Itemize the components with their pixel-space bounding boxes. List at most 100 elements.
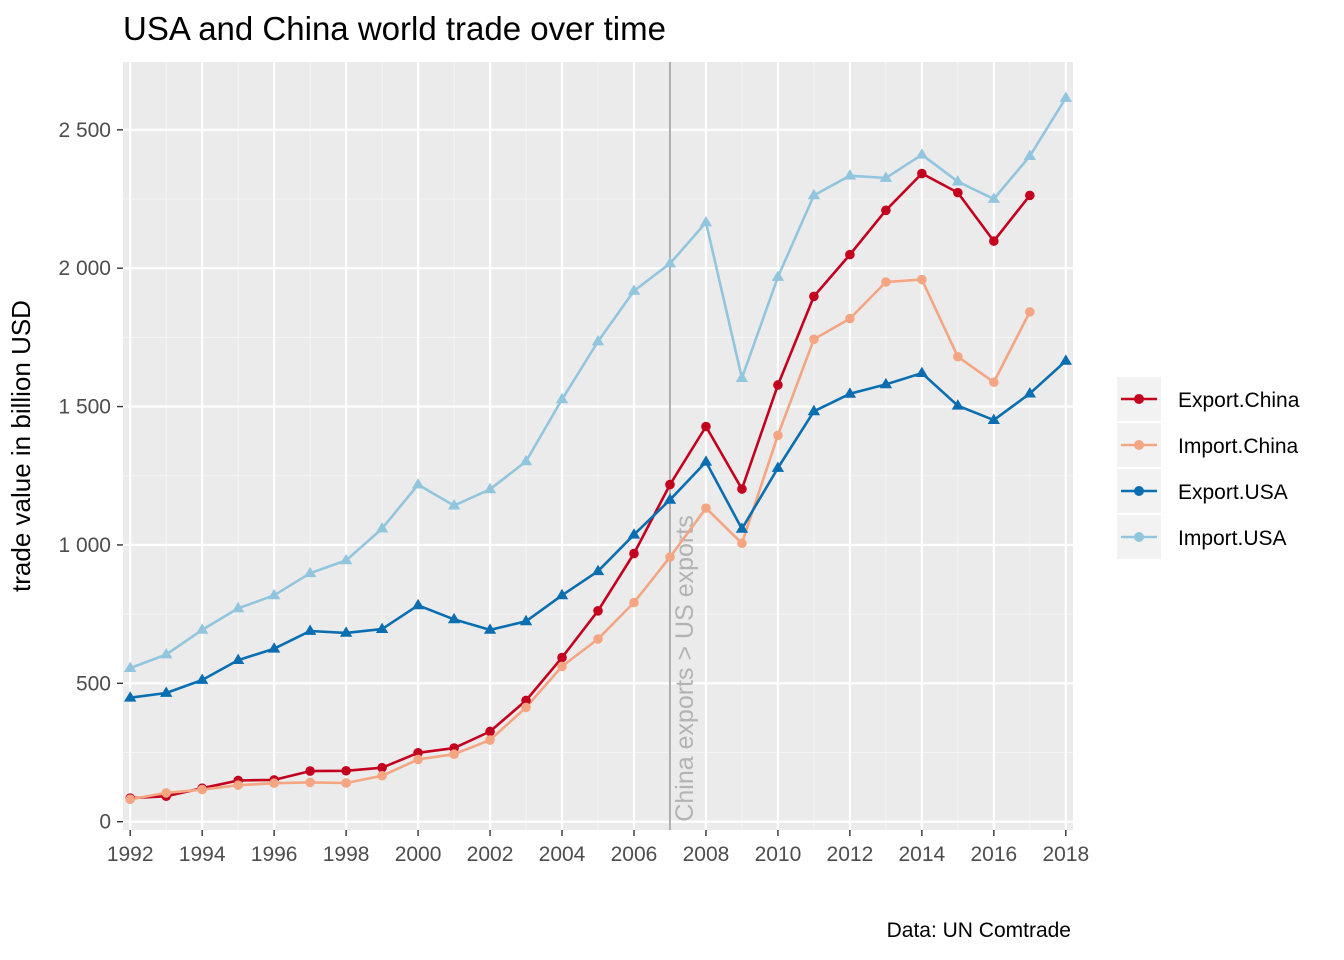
data-point — [1023, 387, 1036, 398]
data-point — [519, 454, 533, 466]
data-point — [987, 192, 1000, 203]
data-point — [555, 392, 569, 404]
data-point — [737, 484, 747, 494]
legend: Export.China Import.China Export.USA Import… — [1117, 377, 1300, 559]
data-point — [951, 175, 964, 186]
legend-key-point — [1134, 394, 1144, 404]
data-point — [989, 236, 999, 246]
data-point — [269, 778, 279, 789]
data-point — [627, 284, 641, 295]
data-point — [593, 634, 603, 644]
data-point — [268, 642, 281, 653]
data-point — [1025, 190, 1035, 201]
x-tick-label: 1992 — [107, 843, 154, 866]
x-tick-label: 2004 — [539, 843, 586, 866]
x-tick-label: 2014 — [899, 843, 946, 866]
data-point — [339, 553, 353, 565]
data-point — [125, 794, 135, 805]
data-point — [519, 614, 533, 626]
data-point — [629, 597, 639, 608]
data-point — [807, 188, 821, 200]
data-point — [879, 377, 893, 389]
x-tick-label: 2018 — [1042, 843, 1089, 866]
data-point — [232, 601, 245, 613]
data-point — [807, 404, 821, 416]
y-tick-label: 2 500 — [58, 119, 111, 142]
data-point — [196, 673, 209, 684]
data-point — [953, 187, 963, 198]
source-caption: Data: UN Comtrade — [887, 919, 1071, 942]
data-point — [845, 313, 855, 324]
data-point — [917, 274, 927, 285]
data-point — [737, 538, 747, 549]
legend-label: Import.USA — [1178, 527, 1287, 550]
data-point — [303, 566, 317, 578]
data-point — [591, 335, 605, 346]
data-point — [845, 249, 855, 260]
data-point — [773, 430, 783, 441]
x-tick-label: 2002 — [467, 843, 514, 866]
data-point — [665, 552, 675, 562]
data-point — [341, 765, 351, 776]
data-point — [665, 479, 675, 490]
legend-label: Import.China — [1178, 435, 1299, 458]
data-point — [1059, 354, 1072, 365]
data-point — [485, 726, 495, 737]
data-point — [413, 747, 423, 758]
data-point — [377, 762, 387, 773]
x-axis: 1992 1994 1996 1998 2000 2002 2004 2006 2008 2010… — [107, 830, 1089, 866]
data-point — [701, 421, 711, 432]
reference-line-group: China exports > US exports — [668, 62, 699, 830]
data-point — [881, 277, 891, 287]
data-point — [557, 661, 567, 672]
data-point — [449, 749, 459, 759]
data-point — [232, 653, 245, 664]
data-point — [1059, 91, 1072, 102]
reference-line-label: China exports > US exports — [671, 515, 699, 821]
x-tick-label: 1998 — [323, 843, 370, 866]
series-line — [129, 278, 1031, 801]
data-point — [197, 784, 207, 795]
data-point — [447, 499, 461, 510]
legend-label: Export.USA — [1178, 481, 1288, 504]
data-point — [735, 522, 749, 533]
data-point — [447, 612, 461, 624]
data-point — [555, 588, 569, 600]
x-tick-label: 2016 — [970, 843, 1017, 866]
data-point — [771, 270, 785, 281]
data-point — [627, 528, 641, 539]
data-point — [593, 606, 603, 616]
x-tick-label: 1996 — [251, 843, 298, 866]
y-tick-label: 2 000 — [58, 257, 111, 280]
data-point — [771, 461, 785, 472]
data-point — [377, 770, 387, 781]
data-point — [987, 413, 1000, 424]
legend-key-point — [1134, 440, 1144, 450]
data-point — [735, 371, 749, 382]
series-line — [130, 172, 1031, 800]
data-point — [663, 493, 677, 504]
data-point — [843, 387, 857, 398]
y-axis: 0 500 1 000 1 500 2 000 2 500 — [58, 119, 123, 834]
data-point — [773, 380, 783, 390]
chart-title: USA and China world trade over time — [123, 10, 666, 47]
data-point — [160, 686, 173, 697]
x-tick-label: 2006 — [611, 843, 658, 866]
data-point — [989, 377, 999, 388]
y-tick-label: 0 — [99, 811, 111, 834]
data-point — [268, 588, 281, 600]
data-point — [411, 478, 425, 489]
data-point — [701, 503, 711, 513]
x-tick-label: 2010 — [755, 843, 802, 866]
data-point — [915, 148, 928, 159]
data-point — [160, 648, 173, 659]
legend-label: Export.China — [1178, 389, 1300, 412]
x-tick-label: 1994 — [179, 843, 226, 866]
data-point — [375, 522, 389, 533]
data-point — [951, 399, 964, 410]
data-point — [879, 171, 893, 182]
data-point — [483, 623, 497, 634]
data-point — [233, 780, 243, 790]
data-point — [305, 766, 315, 776]
